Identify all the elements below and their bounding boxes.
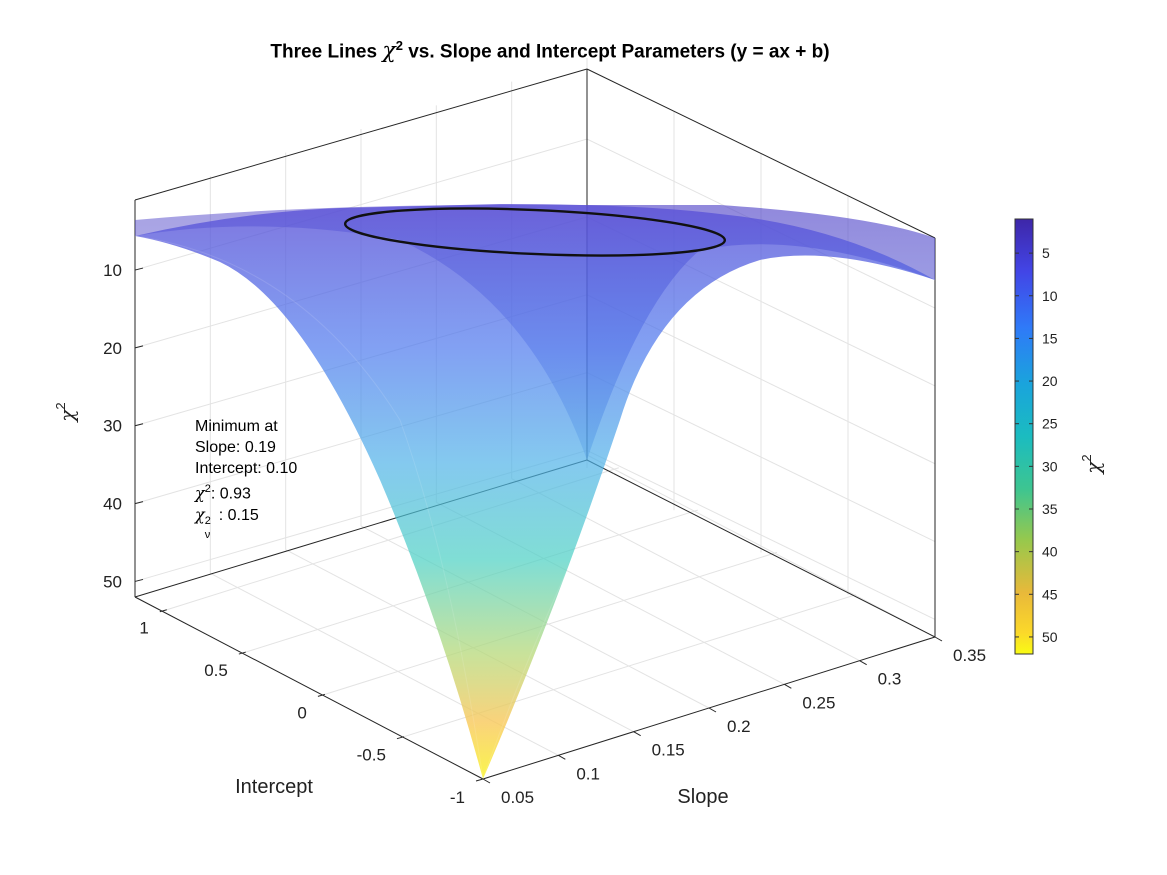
slope-tick-label-4: 0.25 <box>802 693 835 712</box>
slope-tick-mark-2 <box>633 731 641 737</box>
annotation-chinu-value: : 0.15 <box>218 507 259 525</box>
colorbar-tick-label-0: 5 <box>1042 245 1050 261</box>
z-tick-label-2: 30 <box>103 417 122 436</box>
surface-ridge-right <box>482 268 936 780</box>
colorbar-gradient <box>1014 218 1034 655</box>
chart-title-suffix: vs. Slope and Intercept Parameters (y = … <box>408 41 830 63</box>
minimum-contour <box>343 207 727 257</box>
slope-axis-label: Slope <box>677 786 728 808</box>
slope-tick-label-5: 0.3 <box>878 670 902 689</box>
intercept-tick-mark-1 <box>396 736 405 740</box>
slope-tick-mark-4 <box>784 683 792 689</box>
intercept-tick-mark-3 <box>238 651 246 655</box>
colorbar-label: χ2 <box>1079 454 1105 475</box>
slope-axis: 0.05 0.1 0.15 0.2 0.25 0.3 0.35 <box>482 636 986 807</box>
surface-ridge-left <box>134 235 484 780</box>
annotation-chinu-sub: ν <box>204 529 211 542</box>
z-tick-label-3: 40 <box>103 495 122 514</box>
intercept-tick-label-0: -1 <box>450 788 465 807</box>
intercept-tick-label-4: 1 <box>139 619 148 638</box>
colorbar-tick-label-2: 15 <box>1042 330 1058 346</box>
intercept-tick-mark-2 <box>317 693 326 697</box>
z-tick-mark-2 <box>134 423 144 427</box>
annotation-chi2: χ2: 0.93 <box>195 479 297 504</box>
intercept-axis-label: Intercept <box>235 776 313 798</box>
z-tick-label-4: 50 <box>103 572 122 591</box>
colorbar-tick-label-8: 45 <box>1042 586 1058 602</box>
slope-tick-label-2: 0.15 <box>652 741 685 760</box>
z-tick-label-0: 10 <box>103 261 122 280</box>
annotation-line-3: Intercept: 0.10 <box>195 460 298 477</box>
annotation-chi2-value: : 0.93 <box>210 485 251 503</box>
colorbar-tick-label-3: 20 <box>1042 373 1058 389</box>
colorbar-tick-label-4: 25 <box>1042 416 1058 432</box>
slope-tick-mark-0 <box>482 778 491 784</box>
z-axis-label-symbol: χ <box>55 408 79 424</box>
colorbar: 5 10 15 20 25 30 35 40 45 50 χ2 <box>1014 218 1105 655</box>
annotation-line-2: Slope: 0.19 <box>195 439 276 456</box>
intercept-tick-mark-0 <box>475 778 484 782</box>
chart-title-symbol: χ <box>382 38 396 64</box>
colorbar-tick-label-1: 10 <box>1042 288 1058 304</box>
intercept-tick-label-3: 0.5 <box>204 661 228 680</box>
z-tick-label-1: 20 <box>103 339 122 358</box>
slope-tick-mark-6 <box>934 636 943 642</box>
z-axis-label: χ2 <box>53 402 79 423</box>
minimum-annotation: Minimum at Slope: 0.19 Intercept: 0.10 χ… <box>195 416 298 541</box>
colorbar-tick-label-5: 30 <box>1042 458 1058 474</box>
slope-tick-label-1: 0.1 <box>576 764 600 783</box>
z-tick-mark-4 <box>134 578 144 582</box>
colorbar-label-symbol: χ <box>1081 460 1105 476</box>
colorbar-ticks: 5 10 15 20 25 30 35 40 45 50 <box>1015 245 1058 645</box>
annotation-line-1: Minimum at <box>195 418 278 435</box>
intercept-tick-mark-4 <box>159 609 167 613</box>
colorbar-tick-label-9: 50 <box>1042 629 1058 645</box>
slope-tick-mark-3 <box>708 707 717 713</box>
slope-tick-mark-5 <box>859 660 867 666</box>
slope-tick-mark-1 <box>558 754 566 760</box>
annotation-chinu-sup: 2 <box>204 515 211 528</box>
z-tick-mark-3 <box>134 501 144 505</box>
grid-intercept-2 <box>324 551 778 695</box>
slope-tick-label-0: 0.05 <box>501 788 534 807</box>
surface-front <box>135 204 935 779</box>
annotation-chi2-sup: 2 <box>204 483 211 495</box>
chart-title: Three Lines χ2 vs. Slope and Intercept P… <box>270 38 830 64</box>
colorbar-tick-label-7: 40 <box>1042 544 1058 560</box>
chart-title-prefix: Three Lines <box>270 41 378 63</box>
intercept-axis: -1 -0.5 0 0.5 1 <box>139 609 484 807</box>
z-tick-mark-1 <box>134 345 144 349</box>
intercept-tick-label-1: -0.5 <box>357 746 386 765</box>
slope-tick-label-3: 0.2 <box>727 717 751 736</box>
intercept-tick-label-2: 0 <box>297 703 306 722</box>
colorbar-tick-label-6: 35 <box>1042 501 1058 517</box>
slope-tick-label-6: 0.35 <box>953 646 986 665</box>
annotation-chinu-symbol: χ <box>195 505 205 525</box>
annotation-chi2-symbol: χ <box>195 483 205 503</box>
z-axis: 10 20 30 40 50 <box>103 261 144 591</box>
z-tick-mark-0 <box>134 267 144 271</box>
chi2-surface <box>134 204 936 780</box>
